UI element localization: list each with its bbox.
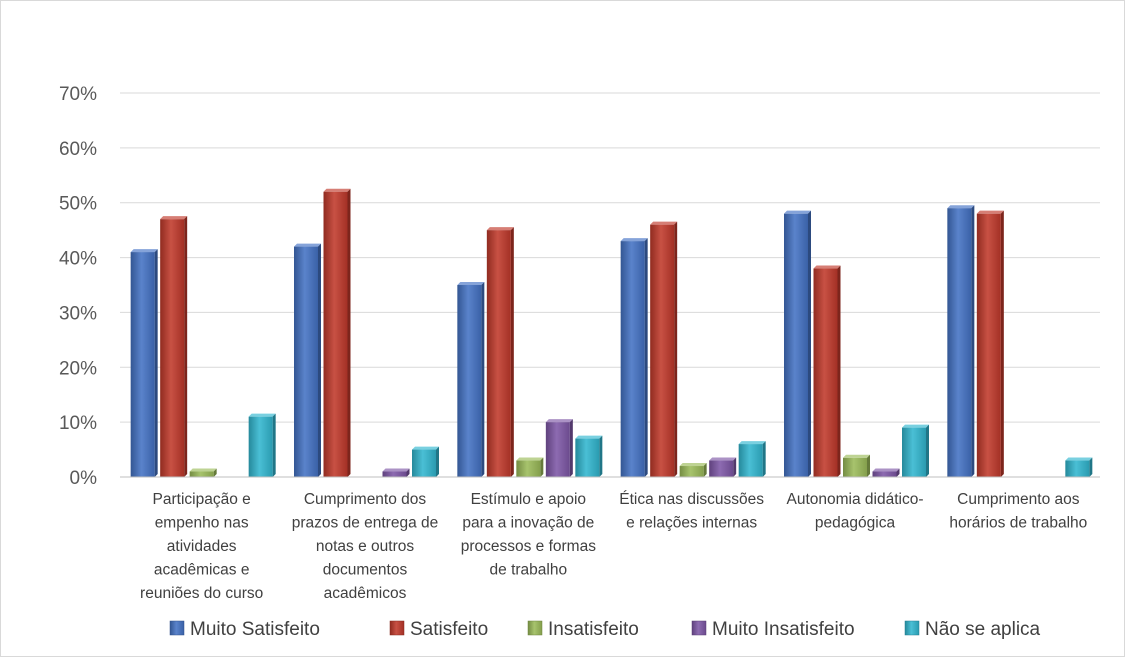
category-label: Cumprimento dos prazos de entrega de notas… [292, 491, 439, 602]
bar [784, 210, 811, 477]
category-label: Cumprimento aos horários de trabalho [949, 491, 1087, 532]
bar [160, 216, 188, 477]
y-tick-label: 70% [59, 84, 97, 105]
gridlines [120, 92, 1100, 423]
bar [976, 210, 1004, 477]
bar [902, 424, 929, 477]
category-labels: Participação e empenho nas atividades acadê… [140, 491, 1087, 602]
y-tick-label: 40% [59, 249, 97, 270]
legend-swatch [904, 620, 920, 636]
legend-label: Não se aplica [925, 619, 1041, 640]
bar [872, 468, 900, 477]
bar [709, 457, 737, 477]
category-label: Participação e empenho nas atividades acadê… [140, 491, 263, 602]
legend-item: Satisfeito [389, 619, 488, 640]
bar [294, 243, 321, 477]
y-tick-label: 60% [59, 139, 97, 160]
bar [323, 188, 351, 477]
legend-label: Muito Insatisfeito [712, 619, 855, 640]
bar [516, 457, 544, 477]
bar [382, 468, 410, 477]
category-label: Ética nas discussões e relações internas [619, 491, 764, 532]
bar [575, 435, 603, 477]
bar [813, 265, 841, 477]
y-tick-label: 0% [70, 468, 98, 489]
bar [545, 419, 573, 477]
bar [947, 205, 975, 477]
y-axis-tick-labels: 0% 10% 20% 30% 40% 50% 60% 70% [59, 84, 97, 489]
bars [130, 188, 1093, 477]
bar [130, 249, 158, 477]
legend-label: Insatisfeito [548, 619, 639, 640]
legend: Muito Satisfeito Satisfeito Insatisfeito Mu… [169, 619, 1041, 640]
legend-swatch [389, 620, 405, 636]
legend-item: Muito Insatisfeito [691, 619, 855, 640]
bar [738, 441, 766, 477]
bar [457, 282, 485, 477]
bar [843, 454, 870, 477]
category-label: Autonomia didático-pedagógica [787, 491, 924, 532]
bar [620, 238, 648, 477]
legend-swatch [691, 620, 707, 636]
legend-item: Insatisfeito [527, 619, 639, 640]
legend-label: Muito Satisfeito [190, 619, 320, 640]
legend-label: Satisfeito [410, 619, 488, 640]
y-tick-label: 20% [59, 358, 97, 379]
bar [189, 468, 217, 477]
y-tick-label: 10% [59, 413, 97, 434]
category-label: Estímulo e apoio para a inovação de proces… [461, 491, 596, 579]
bar [486, 227, 514, 477]
legend-swatch [169, 620, 185, 636]
bar [412, 446, 439, 477]
bar [1065, 457, 1093, 477]
bar [248, 413, 276, 477]
bar [650, 221, 678, 477]
legend-item: Muito Satisfeito [169, 619, 320, 640]
legend-swatch [527, 620, 543, 636]
bar [679, 463, 707, 477]
y-tick-label: 30% [59, 303, 97, 324]
legend-item: Não se aplica [904, 619, 1041, 640]
y-tick-label: 50% [59, 194, 97, 215]
